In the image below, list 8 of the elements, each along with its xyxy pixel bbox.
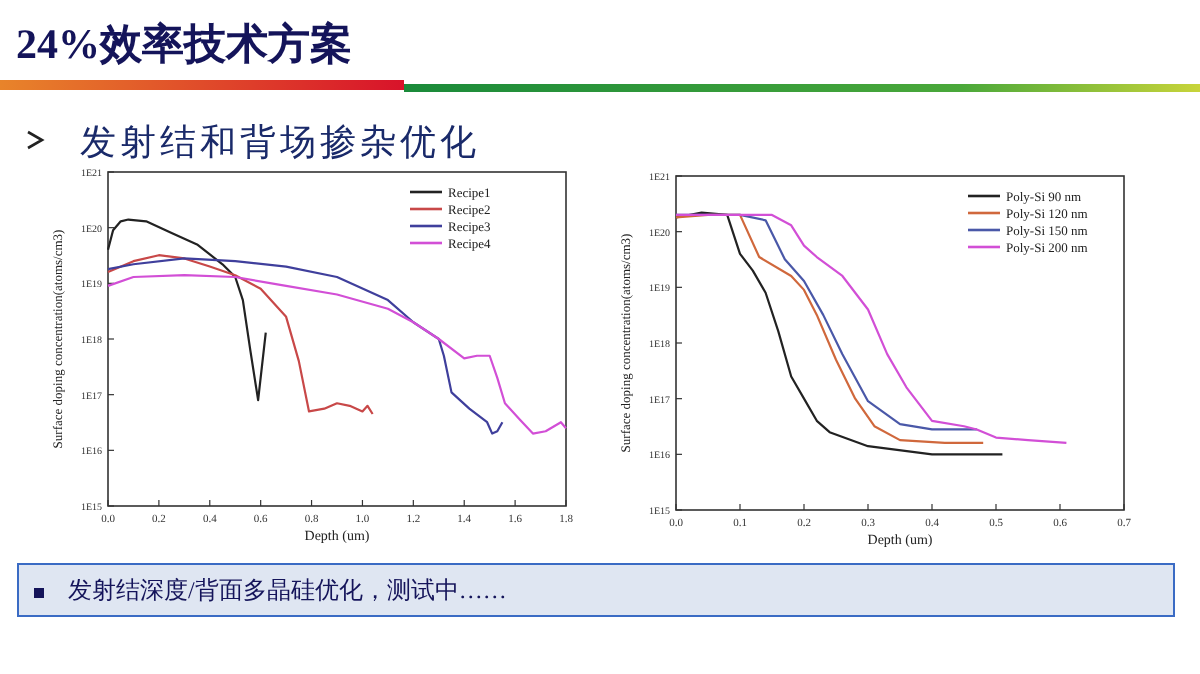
line-series	[106, 274, 568, 435]
line-series	[674, 213, 1068, 445]
chart-subtitle: 发射结和背场掺杂优化	[80, 122, 480, 162]
line-series	[106, 257, 504, 435]
text: 发射结深度/背面多晶硅优化，测试中……	[68, 576, 507, 604]
chart-title: 24%效率技术方案	[16, 20, 352, 68]
line-series	[106, 254, 374, 416]
line-series	[106, 218, 267, 402]
